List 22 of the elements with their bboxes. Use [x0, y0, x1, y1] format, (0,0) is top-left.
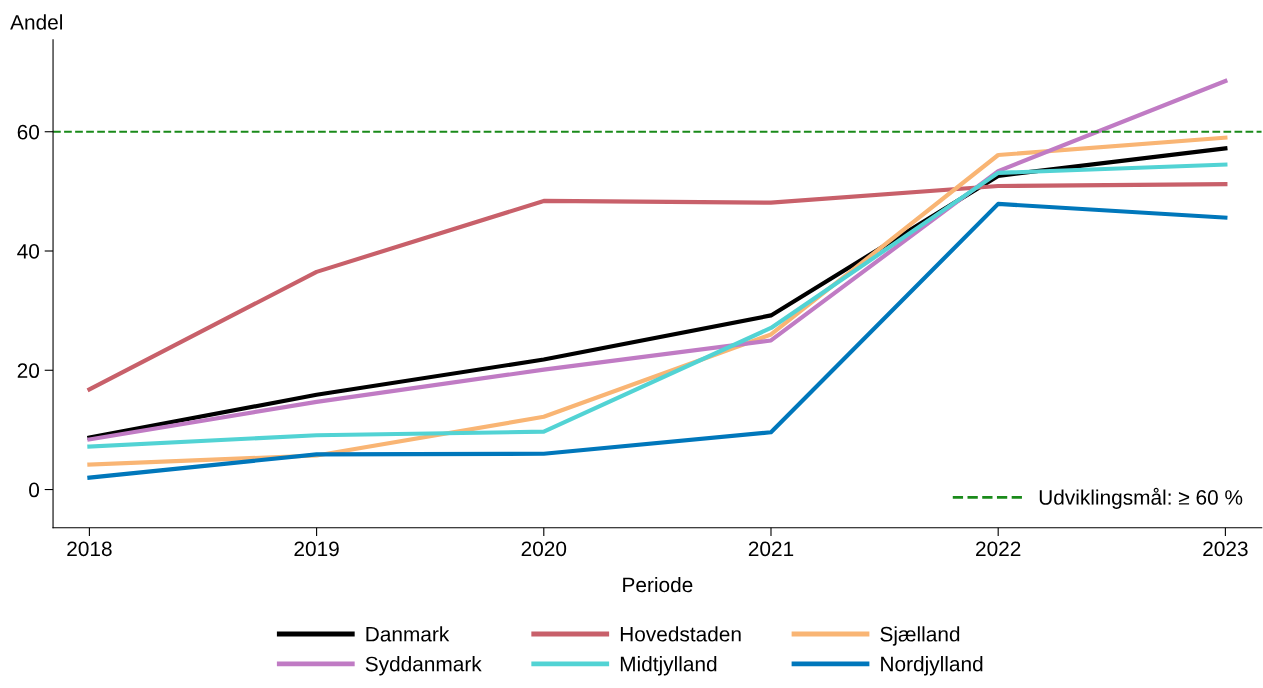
y-tick-label: 20 — [17, 363, 40, 379]
x-tick-label: 2023 — [1203, 541, 1248, 557]
y-axis-title: Andel — [10, 14, 62, 30]
x-tick-label: 2020 — [521, 541, 567, 557]
line-series — [87, 78, 1228, 442]
legend-label: Hovedstaden — [620, 626, 741, 642]
legend-label: Danmark — [366, 626, 450, 642]
x-tick-label: 2019 — [294, 541, 339, 557]
legend-label: Midtjylland — [620, 656, 717, 676]
x-tick-label: 2021 — [748, 541, 794, 557]
y-tick-label: 40 — [17, 244, 40, 259]
legend-label: Udviklingsmål: ≥ 60 % — [1039, 487, 1243, 509]
y-tick-label: 60 — [17, 124, 40, 140]
legend-label: Syddanmark — [365, 656, 482, 676]
line-series — [87, 201, 1228, 480]
x-tick-label: 2022 — [976, 541, 1021, 557]
x-axis-title: Periode — [623, 576, 693, 593]
x-tick-label: 2018 — [67, 541, 112, 557]
y-tick-label: 0 — [29, 482, 40, 498]
legend-label: Nordjylland — [881, 656, 983, 676]
legend-label: Sjælland — [880, 626, 960, 646]
line-series — [87, 182, 1228, 392]
